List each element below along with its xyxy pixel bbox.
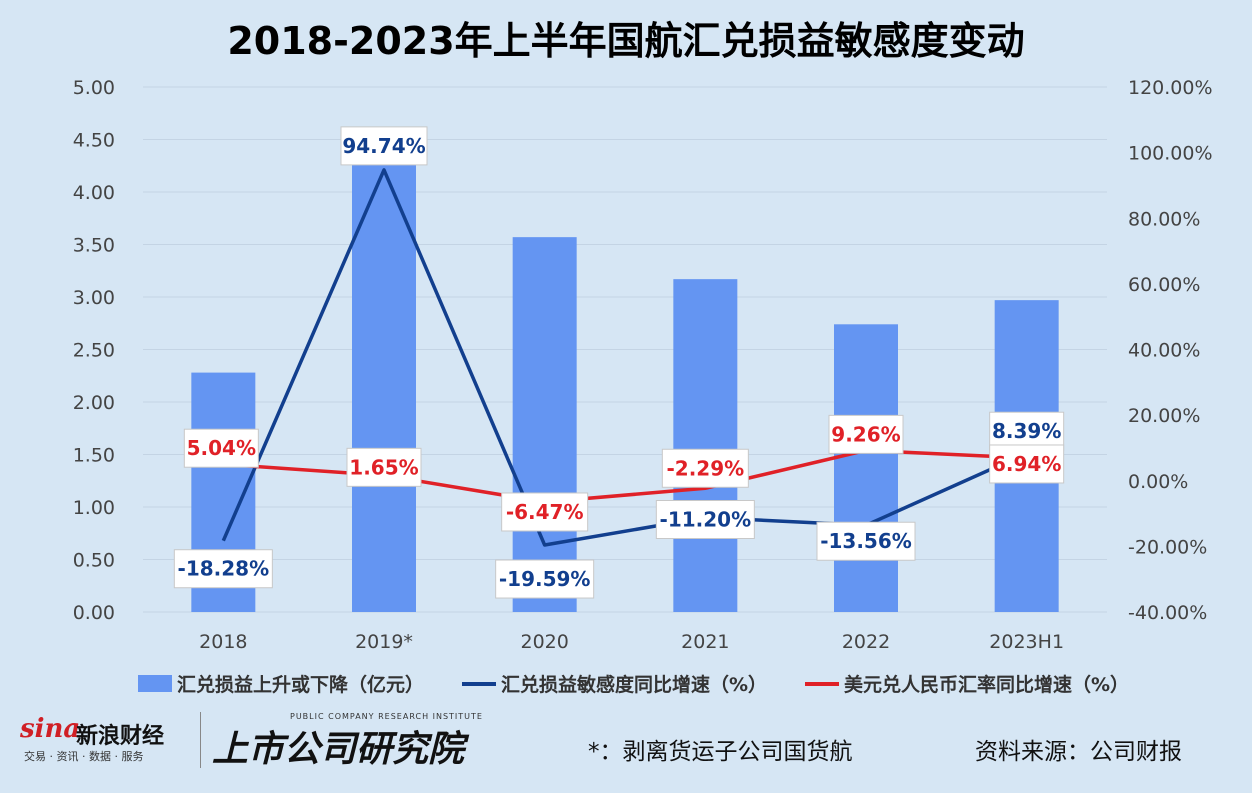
sensitivity-data-label-box xyxy=(989,411,1065,451)
bar xyxy=(834,324,898,612)
logo-divider xyxy=(200,712,201,768)
institute-chinese-name: 上市公司研究院 xyxy=(212,729,465,770)
usd-cny-data-label: 6.94% xyxy=(992,452,1061,476)
sensitivity-data-label-box xyxy=(655,500,755,539)
usd-cny-data-label-box xyxy=(501,492,589,532)
sina-brand-text: 新浪财经 xyxy=(76,724,165,749)
legend-label-red: 美元兑人民币汇率同比增速（%） xyxy=(844,673,1129,696)
x-axis-tick-label: 2021 xyxy=(681,631,729,653)
left-axis-tick-label: 2.00 xyxy=(73,392,115,414)
x-axis-tick-label: 2022 xyxy=(842,631,890,653)
sensitivity-data-label: -18.28% xyxy=(178,557,270,581)
footnote: *：剥离货运子公司国货航 xyxy=(588,739,853,765)
sensitivity-data-label: 94.74% xyxy=(342,134,425,158)
right-axis-tick-label: 20.00% xyxy=(1128,405,1200,427)
right-axis-tick-label: -40.00% xyxy=(1128,602,1207,624)
institute-english-name: PUBLIC COMPANY RESEARCH INSTITUTE xyxy=(290,712,483,721)
left-axis-tick-label: 0.50 xyxy=(73,550,115,572)
usd-cny-data-label: -2.29% xyxy=(666,456,744,480)
chart-title: 2018-2023年上半年国航汇兑损益敏感度变动 xyxy=(227,19,1024,63)
legend-label-blue: 汇兑损益敏感度同比增速（%） xyxy=(501,673,767,696)
usd-cny-data-label-box xyxy=(183,428,259,468)
bar xyxy=(673,279,738,612)
left-axis-tick-label: 0.00 xyxy=(73,602,115,624)
left-axis-tick-label: 3.50 xyxy=(73,235,115,257)
left-axis-tick-label: 1.50 xyxy=(73,445,115,467)
sensitivity-line xyxy=(221,168,1028,547)
right-axis-tick-label: -20.00% xyxy=(1128,536,1207,558)
x-axis-tick-label: 2020 xyxy=(520,631,568,653)
right-axis-tick-label: 0.00% xyxy=(1128,471,1188,493)
legend-label-bar: 汇兑损益上升或下降（亿元） xyxy=(177,673,424,696)
right-axis-tick-label: 60.00% xyxy=(1128,274,1200,296)
x-axis-tick-label: 2019* xyxy=(355,631,413,653)
sensitivity-data-label: 8.39% xyxy=(992,419,1061,443)
bar xyxy=(352,146,416,612)
right-axis-tick-label: 100.00% xyxy=(1128,143,1213,165)
usd-cny-data-label: 1.65% xyxy=(349,455,418,479)
x-axis-tick-label: 2018 xyxy=(199,631,247,653)
source-note: 资料来源：公司财报 xyxy=(975,739,1182,765)
sensitivity-data-label-box xyxy=(495,559,595,599)
bar xyxy=(512,237,577,612)
left-axis-tick-label: 5.00 xyxy=(73,77,115,99)
legend-swatch-bar xyxy=(138,675,172,692)
right-axis-tick-label: 40.00% xyxy=(1128,340,1200,362)
left-axis-tick-label: 4.50 xyxy=(73,130,115,152)
usd-cny-data-label: 9.26% xyxy=(831,422,900,446)
sensitivity-data-label-box xyxy=(173,549,273,589)
usd-cny-data-label-box xyxy=(989,444,1065,484)
usd-cny-data-label: -6.47% xyxy=(506,500,584,524)
right-axis-tick-label: 80.00% xyxy=(1128,208,1200,230)
sensitivity-data-label: -19.59% xyxy=(499,567,591,591)
x-axis-tick-label: 2023H1 xyxy=(989,631,1064,653)
left-axis-tick-label: 2.50 xyxy=(73,340,115,362)
usd-cny-line xyxy=(223,448,1027,504)
sina-tagline: 交易 · 资讯 · 数据 · 服务 xyxy=(24,750,144,763)
sensitivity-data-label-box xyxy=(816,521,916,561)
usd-cny-data-label: 5.04% xyxy=(187,436,256,460)
sina-wordmark: sina xyxy=(20,714,81,744)
sensitivity-data-label: -13.56% xyxy=(820,529,912,553)
right-axis-tick-label: 120.00% xyxy=(1128,77,1213,99)
usd-cny-data-label-box xyxy=(346,447,422,487)
left-axis-tick-label: 1.00 xyxy=(73,497,115,519)
left-axis-tick-label: 3.00 xyxy=(73,287,115,309)
sensitivity-data-label: -11.20% xyxy=(660,508,752,532)
usd-cny-data-label-box xyxy=(661,448,749,488)
sensitivity-data-label-box xyxy=(340,126,428,166)
usd-cny-data-label-box xyxy=(828,414,904,454)
left-axis-tick-label: 4.00 xyxy=(73,182,115,204)
